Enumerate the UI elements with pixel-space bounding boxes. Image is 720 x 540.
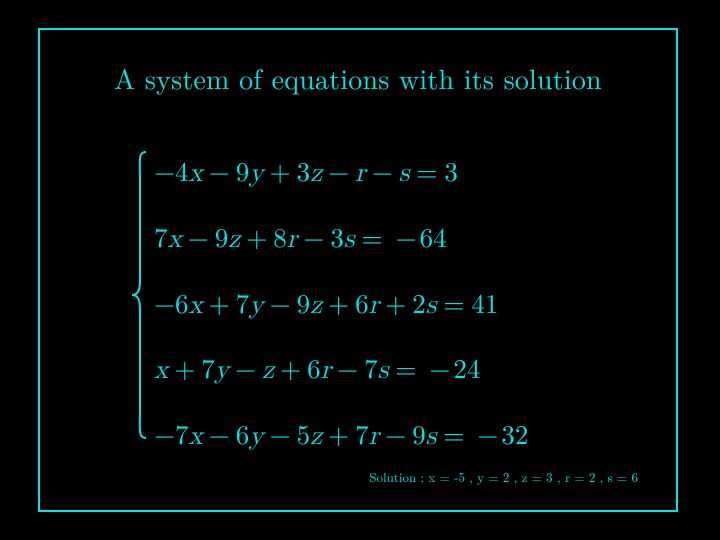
equation-row: −7x−6y−5z+7r−9s=−32 [154,423,528,450]
solution-line: Solution : x = -5 , y = 2 , z = 3 , r = … [369,467,638,486]
equation-row: −6x+7y−9z+6r+2s=41 [154,292,528,319]
equation-row: x+7y−z+6r−7s=−24 [154,357,528,384]
equation-row: 7x−9z+8r−3s=−64 [154,226,528,253]
equation-system: −4x−9y+3z−r−s=3 7x−9z+8r−3s=−64 −6x+7y−9… [130,150,528,460]
equation-row: −4x−9y+3z−r−s=3 [154,160,528,187]
content-frame: A system of equations with its solution … [38,28,678,512]
equations-container: −4x−9y+3z−r−s=3 7x−9z+8r−3s=−64 −6x+7y−9… [148,150,528,460]
page-title: A system of equations with its solution [40,58,676,98]
left-brace-icon [130,150,148,440]
